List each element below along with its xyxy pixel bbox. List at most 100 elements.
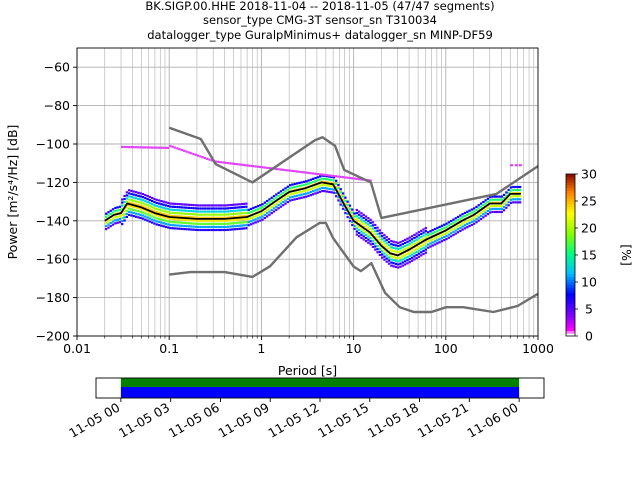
heat-cell <box>519 198 522 201</box>
heat-cell <box>385 239 388 242</box>
heat-cell <box>217 213 221 216</box>
colorbar-segment <box>566 263 575 267</box>
colorbar-segment <box>566 311 575 315</box>
heat-cell <box>427 240 430 243</box>
colorbar-segment <box>566 201 575 205</box>
heat-cell <box>258 165 262 169</box>
heat-cell <box>399 250 402 253</box>
heat-cell <box>337 183 340 187</box>
heat-cell <box>197 204 200 207</box>
heat-cell <box>281 168 285 171</box>
heat-cell <box>328 181 331 184</box>
colorbar-segment <box>566 325 575 329</box>
heat-cell <box>121 219 124 223</box>
heat-cell <box>509 189 513 192</box>
heat-cell <box>417 234 421 237</box>
heat-cell <box>397 251 400 254</box>
heat-cell <box>318 178 322 181</box>
heat-cell <box>259 219 262 222</box>
mean-psd-line <box>104 181 521 257</box>
heat-cell <box>298 197 301 200</box>
heat-cell <box>208 222 211 225</box>
title-line-1: BK.SIGP.00.HHE 2018-11-04 -- 2018-11-05 … <box>145 0 495 13</box>
y-axis-label: Power [m²/s⁴/Hz] [dB] <box>5 125 20 260</box>
heat-cell <box>143 146 147 149</box>
heat-cell <box>178 206 181 209</box>
heat-cell <box>348 176 351 180</box>
heat-cell <box>413 258 416 261</box>
colorbar-tick-label: 0 <box>585 329 593 344</box>
heat-cell <box>146 210 149 213</box>
heat-cell <box>176 227 179 230</box>
heat-cell <box>445 225 448 228</box>
heat-cell <box>438 225 441 229</box>
heat-cell <box>516 198 520 201</box>
heat-cell <box>493 204 497 207</box>
heat-cell <box>289 199 292 202</box>
heat-cell <box>408 236 411 239</box>
heat-cell <box>240 224 244 227</box>
heat-cell <box>367 232 370 235</box>
heat-cell <box>153 216 156 219</box>
heat-cell <box>459 223 462 226</box>
heat-cell <box>245 205 248 208</box>
heat-cell <box>160 215 163 218</box>
heat-cell <box>148 198 152 202</box>
heat-cell <box>397 260 400 263</box>
heat-cell <box>335 191 338 195</box>
heat-cell <box>404 247 407 251</box>
heat-cell <box>238 212 241 215</box>
heat-cell <box>123 200 126 204</box>
heat-cell <box>284 190 287 193</box>
heat-cell <box>268 213 271 216</box>
heat-cell <box>277 204 280 207</box>
heat-cell <box>512 195 515 198</box>
heat-cell <box>105 221 108 225</box>
heat-cell <box>174 221 177 224</box>
heat-cell <box>222 225 225 229</box>
heat-cell <box>353 224 356 227</box>
heat-cell <box>169 205 172 208</box>
heat-cell <box>309 172 312 175</box>
heat-cell <box>231 203 234 206</box>
heat-cell <box>148 205 152 208</box>
heat-cell <box>157 199 161 202</box>
heat-cell <box>139 216 142 220</box>
heat-cell <box>293 170 296 173</box>
heat-cell <box>206 210 209 213</box>
heat-cell <box>275 167 278 171</box>
heat-cell <box>148 146 151 149</box>
heat-cell <box>367 226 370 229</box>
heat-cell <box>164 146 167 149</box>
heat-cell <box>224 161 227 164</box>
heat-cell <box>249 210 253 214</box>
heat-cell <box>139 146 142 149</box>
heat-cell <box>502 209 506 212</box>
heat-cell <box>459 214 462 217</box>
heat-cell <box>420 235 423 239</box>
heat-cell <box>394 247 398 250</box>
colorbar-segment <box>566 295 575 299</box>
colorbar-segment <box>566 228 575 232</box>
heat-cell <box>118 214 122 218</box>
heat-cell <box>157 211 161 214</box>
heat-cell <box>105 212 108 215</box>
coverage-bar-green <box>120 378 520 387</box>
heat-cell <box>187 215 191 219</box>
heat-cell <box>245 221 248 224</box>
heat-cell <box>415 257 418 260</box>
heat-cell <box>132 205 135 209</box>
colorbar-segment <box>566 271 575 275</box>
heat-cell <box>279 205 283 208</box>
heat-cell <box>105 224 108 228</box>
heat-cell <box>236 203 239 206</box>
heat-cell <box>447 230 451 233</box>
heat-cell <box>381 250 384 253</box>
x-tick-label: 0.01 <box>63 341 91 356</box>
heat-cell <box>410 238 414 241</box>
heat-cell <box>325 178 329 181</box>
heat-cell <box>164 222 168 225</box>
heat-cell <box>203 156 207 160</box>
heat-cell <box>210 228 214 232</box>
heat-cell <box>215 207 218 210</box>
